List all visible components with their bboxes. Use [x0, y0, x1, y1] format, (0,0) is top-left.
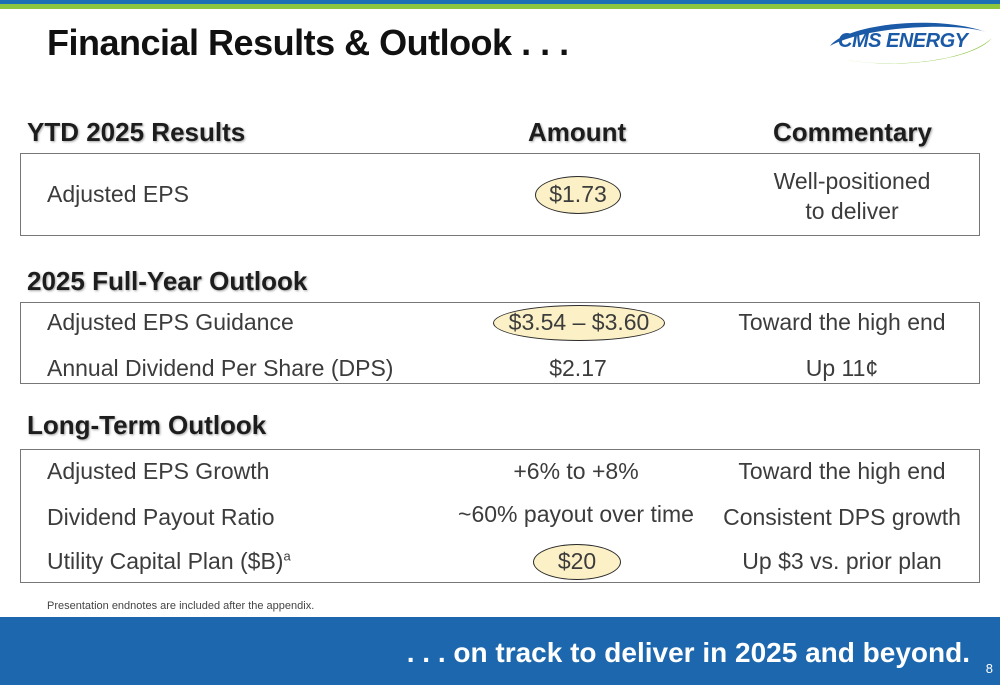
- long-term-row-commentary: Toward the high end: [738, 458, 946, 484]
- capital-plan-highlight: $20: [533, 544, 621, 580]
- full-year-row-commentary: Toward the high end: [738, 309, 946, 335]
- full-year-row-amount: $2.17: [549, 355, 607, 381]
- full-year-outlook-header: 2025 Full-Year Outlook: [27, 266, 308, 296]
- page-number: 8: [985, 661, 993, 676]
- long-term-row-commentary: Consistent DPS growth: [723, 504, 961, 530]
- ytd-row-commentary-line1: Well-positioned: [773, 168, 931, 194]
- full-year-row-label: Adjusted EPS Guidance: [47, 309, 294, 335]
- top-accent-bar: [0, 0, 1000, 12]
- ytd-results-header: YTD 2025 Results: [27, 117, 246, 147]
- amount-header: Amount: [528, 117, 627, 147]
- long-term-outlook-header: Long-Term Outlook: [27, 410, 267, 440]
- logo-wordmark: CMS ENERGY: [838, 30, 968, 52]
- full-year-row-amount: $3.54 – $3.60: [508, 309, 650, 335]
- ytd-results-box: Adjusted EPS $1.73 Well-positioned to de…: [20, 153, 980, 236]
- ytd-row-commentary-line2: to deliver: [805, 198, 899, 224]
- footer-tagline: . . . on track to deliver in 2025 and be…: [406, 637, 970, 668]
- long-term-row-label: Adjusted EPS Growth: [47, 458, 270, 484]
- long-term-row-label: Utility Capital Plan ($B): [47, 548, 284, 574]
- full-year-outlook-box: Adjusted EPS Guidance $3.54 – $3.60 Towa…: [20, 302, 980, 384]
- long-term-row-commentary: Up $3 vs. prior plan: [742, 548, 942, 574]
- long-term-row-amount: +6% to +8%: [513, 458, 639, 484]
- endnotes-footnote: Presentation endnotes are included after…: [47, 600, 315, 612]
- eps-guidance-highlight: $3.54 – $3.60: [493, 305, 665, 341]
- logo-swoosh-icon: [830, 22, 992, 64]
- top-green-stripe: [0, 4, 1000, 9]
- long-term-outlook-box: Adjusted EPS Growth +6% to +8% Toward th…: [20, 449, 980, 583]
- top-blue-stripe: [0, 0, 1000, 4]
- endnote-marker: a: [283, 548, 291, 564]
- page-title: Financial Results & Outlook . . .: [47, 22, 569, 63]
- full-year-row-commentary: Up 11¢: [805, 355, 879, 381]
- ytd-amount-highlight: $1.73: [535, 176, 621, 214]
- ytd-row-label: Adjusted EPS: [47, 181, 189, 207]
- footer-banner: . . . on track to deliver in 2025 and be…: [0, 617, 1000, 685]
- ytd-row-amount: $1.73: [549, 181, 607, 207]
- long-term-row-amount: $20: [557, 548, 597, 574]
- cms-energy-logo: CMS ENERGY: [826, 16, 994, 68]
- long-term-row-label: Dividend Payout Ratio: [47, 504, 275, 530]
- long-term-row-amount: ~60% payout over time: [458, 501, 694, 527]
- long-term-row-label-wrap: Utility Capital Plan ($B)a: [47, 548, 291, 575]
- commentary-header: Commentary: [773, 117, 932, 147]
- full-year-row-label: Annual Dividend Per Share (DPS): [47, 355, 394, 381]
